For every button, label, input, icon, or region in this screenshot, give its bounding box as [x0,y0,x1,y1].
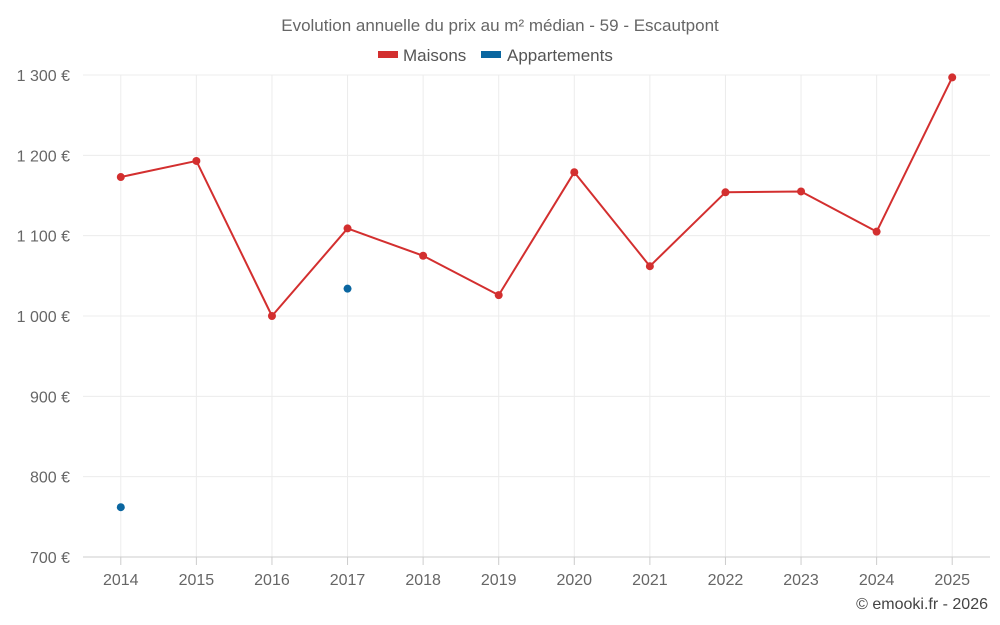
x-tick-label: 2022 [708,572,744,589]
credit-text: © emooki.fr - 2026 [856,596,988,613]
x-tick-label: 2019 [481,572,517,589]
data-point-maisons[interactable] [570,168,579,177]
data-point-maisons[interactable] [797,187,806,196]
data-point-maisons[interactable] [721,188,730,197]
series-line-maisons [120,76,954,317]
chart-title: Evolution annuelle du prix au m² médian … [281,16,719,35]
data-point-appartements[interactable] [343,284,352,293]
data-point-maisons[interactable] [645,262,654,271]
x-tick-label: 2024 [859,572,895,589]
legend-item-maisons[interactable]: Maisons [378,46,466,65]
x-tick-label: 2017 [330,572,366,589]
x-tick-label: 2018 [405,572,441,589]
grid [83,74,990,557]
series [116,73,957,512]
legend-label-maisons: Maisons [403,46,466,65]
data-point-maisons[interactable] [343,224,352,233]
legend-item-appartements[interactable]: Appartements [481,46,613,65]
data-point-maisons[interactable] [419,251,428,260]
data-point-maisons[interactable] [872,227,881,236]
y-tick-label: 1 200 € [17,148,70,165]
x-tick-label: 2025 [934,572,970,589]
legend-swatch-maisons [378,51,398,58]
data-point-maisons[interactable] [494,291,503,300]
x-tick-label: 2020 [556,572,592,589]
data-point-maisons[interactable] [116,173,125,182]
series-maisons [116,73,957,320]
x-tick-label: 2015 [179,572,215,589]
x-axis: 2014 2015 2016 2017 2018 2019 2020 2021 2022 2023… [83,556,990,589]
x-tick-label: 2023 [783,572,819,589]
y-tick-label: 1 100 € [17,229,70,246]
y-tick-label: 700 € [30,550,70,567]
y-tick-label: 800 € [30,470,70,487]
data-point-appartements[interactable] [116,503,125,512]
y-tick-label: 1 300 € [17,68,70,85]
series-appartements [116,284,352,512]
legend: Maisons Appartements [378,46,613,65]
data-point-maisons[interactable] [267,312,276,320]
x-tick-label: 2021 [632,572,668,589]
y-tick-label: 1 000 € [17,309,70,326]
legend-swatch-appartements [481,51,501,58]
y-tick-label: 900 € [30,389,70,406]
y-axis: 700 € 800 € 900 € 1 000 € 1 100 € 1 200 € 1 30… [17,68,70,567]
x-tick-label: 2016 [254,572,290,589]
x-tick-label: 2014 [103,572,139,589]
data-point-maisons[interactable] [948,73,957,82]
legend-label-appartements: Appartements [507,46,613,65]
data-point-maisons[interactable] [192,156,201,165]
